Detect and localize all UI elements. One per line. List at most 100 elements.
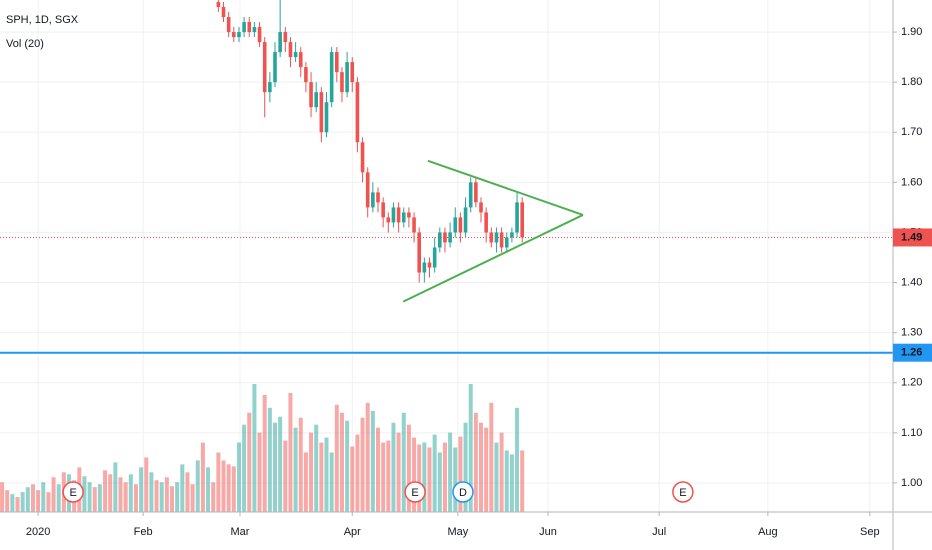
volume-bar: [355, 434, 360, 512]
candle-body: [401, 212, 406, 223]
volume-bar: [278, 416, 283, 512]
volume-bar: [133, 484, 138, 512]
price-label: 1.26: [901, 347, 922, 359]
volume-bar: [391, 422, 396, 512]
y-tick-label: 1.10: [901, 427, 922, 439]
candle-body: [520, 202, 525, 238]
volume-bar: [36, 490, 41, 512]
candle-body: [293, 52, 298, 58]
candle-body: [340, 72, 344, 93]
volume-bar: [427, 447, 432, 512]
candle-body: [262, 42, 267, 93]
trendline: [402, 214, 584, 303]
volume-bar: [283, 440, 288, 512]
volume-bar: [520, 450, 525, 512]
candle-body: [309, 82, 313, 108]
candle-body: [221, 7, 226, 18]
volume-bar: [324, 437, 329, 512]
volume-bar: [128, 474, 133, 512]
x-tick-label: 2020: [26, 526, 50, 538]
volume-bar: [273, 422, 278, 512]
x-tick-label: Mar: [231, 526, 250, 538]
candle-body: [489, 232, 494, 243]
volume-bar: [417, 444, 422, 512]
candle-body: [298, 52, 303, 68]
volume-bar: [103, 470, 108, 512]
candle-body: [329, 52, 334, 103]
volume-bar: [319, 442, 324, 512]
volume-bar: [247, 412, 252, 512]
volume-bar: [159, 482, 164, 512]
volume-bar: [381, 442, 386, 512]
candle-body: [216, 2, 221, 8]
volume-bar: [350, 446, 355, 512]
volume-bar: [468, 384, 473, 512]
volume-bar: [154, 480, 159, 512]
candle-body: [504, 237, 509, 248]
volume-bar: [242, 424, 247, 512]
volume-bar: [422, 442, 427, 512]
candle-body: [412, 217, 416, 233]
event-marker: [672, 481, 694, 503]
volume-bar: [396, 432, 401, 512]
candle-body: [232, 32, 236, 38]
volume-bar: [30, 484, 35, 512]
volume-bar: [345, 420, 350, 512]
candle-body: [479, 202, 483, 213]
volume-bar: [221, 460, 226, 512]
volume-bar: [206, 467, 211, 512]
trendline: [427, 159, 584, 216]
volume-bar: [200, 442, 205, 512]
candle-body: [386, 217, 391, 223]
y-tick-label: 1.60: [901, 176, 922, 188]
volume-bar: [82, 476, 87, 512]
volume-bar: [453, 447, 458, 512]
candle-body: [391, 207, 396, 223]
volume-title: Vol (20): [6, 38, 44, 50]
volume-bar: [170, 486, 175, 512]
candle-body: [422, 262, 427, 273]
volume-bar: [329, 452, 334, 512]
volume-bar: [432, 434, 437, 512]
volume-bar: [20, 492, 25, 512]
volume-bar: [25, 487, 30, 512]
candle-body: [335, 52, 339, 73]
volume-bar: [92, 487, 97, 512]
volume-bar: [360, 417, 365, 512]
candle-body: [304, 67, 308, 83]
candle-body: [453, 217, 458, 233]
y-tick-label: 1.70: [901, 126, 922, 138]
volume-bar: [334, 404, 339, 512]
volume-bar: [139, 467, 144, 512]
volume-bar: [314, 424, 319, 512]
volume-bar: [458, 436, 463, 512]
candle-body: [226, 17, 231, 33]
candle-body: [283, 32, 288, 43]
candle-body: [319, 92, 324, 133]
candle-body: [350, 62, 355, 83]
candle-body: [324, 102, 329, 133]
volume-bar: [144, 457, 149, 512]
volume-bar: [515, 407, 520, 512]
volume-bar: [437, 452, 442, 512]
volume-bar: [123, 482, 128, 512]
volume-bar: [448, 432, 453, 512]
candle-body: [407, 212, 411, 218]
event-marker-label: E: [679, 487, 686, 499]
candle-body: [438, 232, 442, 248]
volume-bar: [195, 460, 200, 512]
volume-bar: [509, 454, 514, 512]
candle-body: [355, 82, 360, 143]
volume-bar: [504, 450, 509, 512]
price-label-box: [893, 228, 932, 247]
volume-bar: [211, 482, 216, 512]
volume-bar: [484, 427, 489, 512]
candle-body: [252, 27, 257, 33]
candle-body: [474, 182, 478, 203]
x-tick-label: Sep: [860, 526, 880, 538]
volume-bar: [479, 422, 484, 512]
volume-bar: [293, 427, 298, 512]
volume-bar: [401, 412, 406, 512]
volume-bar: [463, 422, 468, 512]
